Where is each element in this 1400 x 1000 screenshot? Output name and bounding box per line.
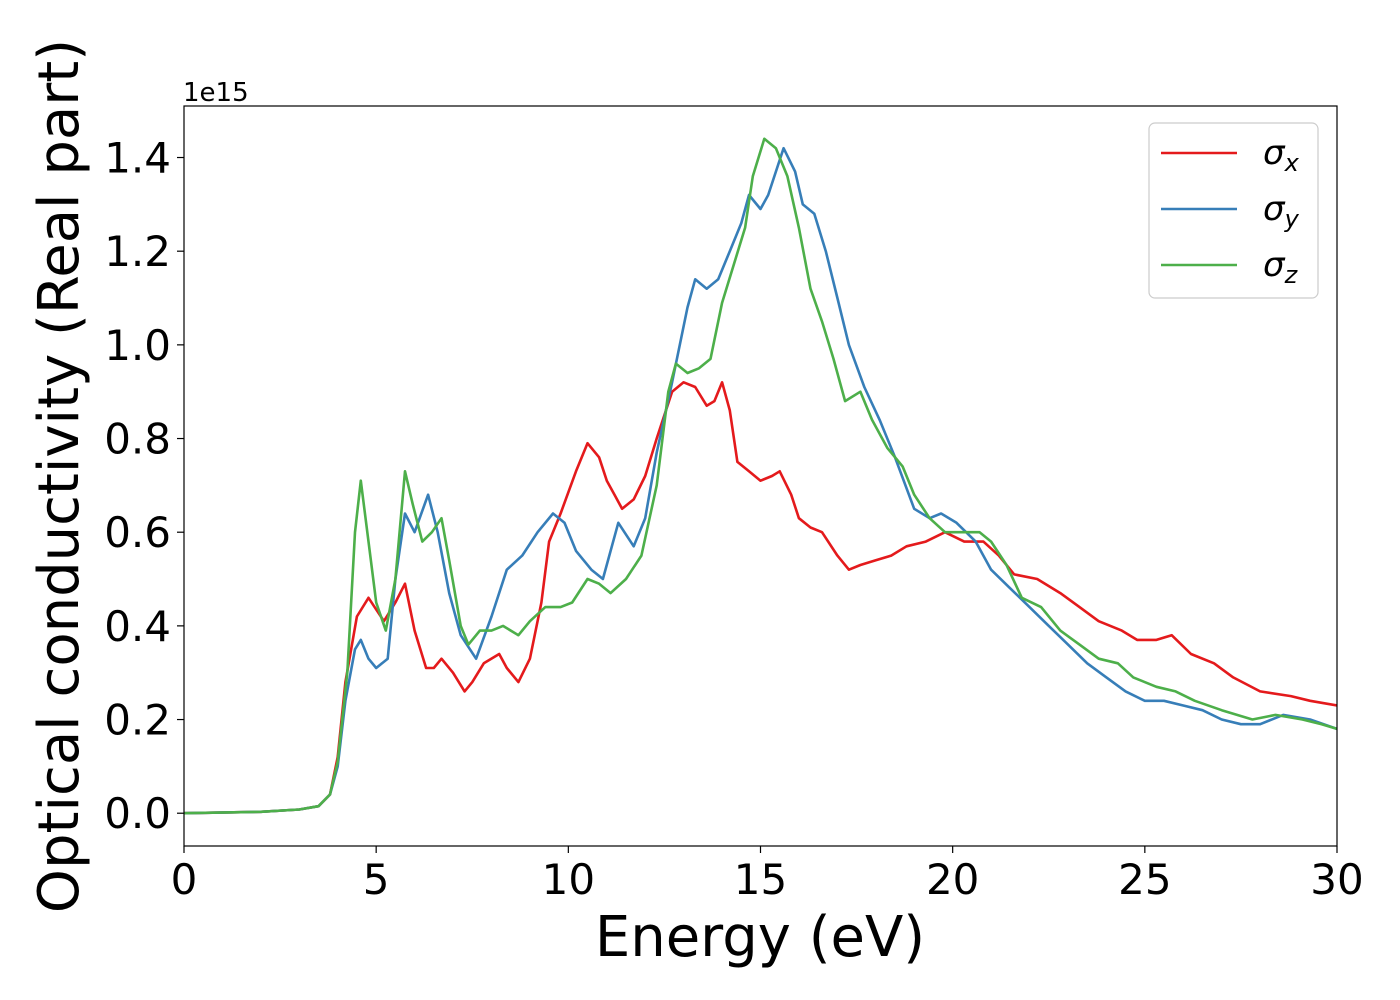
x-tick-label: 25 xyxy=(1118,855,1171,904)
y-tick-label: 1.2 xyxy=(104,227,171,276)
series-line-z xyxy=(184,137,1337,815)
x-axis-label: Energy (eV) xyxy=(595,905,925,970)
y-tick-label: 0.0 xyxy=(104,789,171,838)
y-tick-label: 0.6 xyxy=(104,508,171,557)
legend-label-y: σy xyxy=(1263,189,1300,233)
legend: σx σy σz xyxy=(1148,122,1319,299)
legend-box xyxy=(1148,122,1319,299)
x-tick-label: 5 xyxy=(363,855,390,904)
y-tick-label: 1.0 xyxy=(104,321,171,370)
x-tick-label: 20 xyxy=(926,855,979,904)
x-tick-label: 10 xyxy=(542,855,595,904)
x-axis: 0 5 10 15 20 25 30 xyxy=(171,846,1364,904)
y-tick-label: 0.8 xyxy=(104,415,171,464)
y-tick-label: 0.4 xyxy=(104,602,171,651)
series-line-x xyxy=(184,380,1337,815)
y-offset-text: 1e15 xyxy=(183,78,249,108)
y-axis: 0.0 0.2 0.4 0.6 0.8 1.0 1.2 1.4 xyxy=(104,134,184,838)
series-line-y xyxy=(184,146,1337,815)
plot-area xyxy=(184,137,1337,815)
y-axis-label: Optical conductivity (Real part) xyxy=(27,39,92,913)
x-tick-label: 0 xyxy=(171,855,198,904)
legend-label-x: σx xyxy=(1263,133,1300,177)
legend-label-z: σz xyxy=(1263,245,1299,289)
x-tick-label: 15 xyxy=(734,855,787,904)
x-tick-label: 30 xyxy=(1310,855,1363,904)
y-tick-label: 0.2 xyxy=(104,696,171,745)
y-tick-label: 1.4 xyxy=(104,134,171,183)
